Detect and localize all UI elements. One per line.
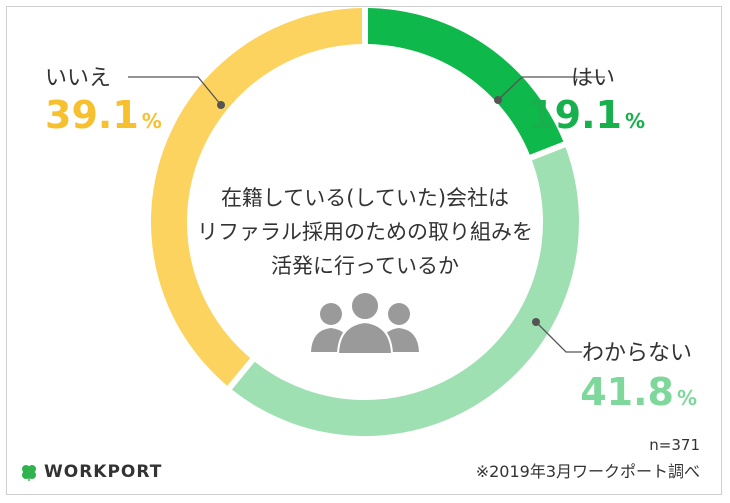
people-group-icon bbox=[311, 291, 419, 355]
center-question-line-2: リファラル採用のための取り組みを bbox=[197, 220, 533, 244]
donut-slice-3 bbox=[151, 8, 363, 386]
slice-percent-label-3: 39.1% bbox=[45, 93, 162, 137]
slice-percent-label-1: 19.1% bbox=[528, 93, 645, 137]
percent-sign: % bbox=[142, 109, 162, 133]
workport-logo: WORKPORT bbox=[20, 462, 162, 482]
donut-slice-1 bbox=[367, 8, 564, 155]
center-question-line-1: 在籍している(していた)会社は bbox=[221, 186, 509, 210]
donut-slice-2 bbox=[231, 147, 579, 437]
slice-category-label-2: わからない bbox=[582, 341, 692, 366]
percent-sign: % bbox=[625, 109, 645, 133]
slice-category-label-1: はい bbox=[571, 66, 615, 91]
logo-text: WORKPORT bbox=[44, 462, 163, 482]
source-note: ※2019年3月ワークポート調べ bbox=[475, 462, 700, 481]
percent-value: 41.8 bbox=[580, 370, 674, 414]
leader-line-2 bbox=[535, 321, 582, 353]
center-question: 在籍している(していた)会社は リファラル採用のための取り組みを 活発に行ってい… bbox=[197, 186, 533, 278]
leader-dot-3 bbox=[217, 101, 225, 109]
percent-sign: % bbox=[677, 386, 697, 410]
leader-dot-1 bbox=[494, 96, 502, 104]
donut-slices bbox=[151, 8, 579, 437]
sample-size: n=371 bbox=[649, 436, 700, 454]
center-question-line-3: 活発に行っているか bbox=[271, 254, 459, 278]
leader-dot-2 bbox=[532, 318, 540, 326]
slice-percent-label-2: 41.8% bbox=[580, 370, 697, 414]
leader-line-1 bbox=[497, 76, 605, 101]
leader-lines bbox=[128, 76, 605, 353]
percent-value: 39.1 bbox=[45, 93, 139, 137]
percent-value: 19.1 bbox=[528, 93, 622, 137]
clover-icon bbox=[22, 465, 36, 481]
slice-category-label-3: いいえ bbox=[45, 66, 111, 91]
leader-line-3 bbox=[128, 76, 222, 106]
